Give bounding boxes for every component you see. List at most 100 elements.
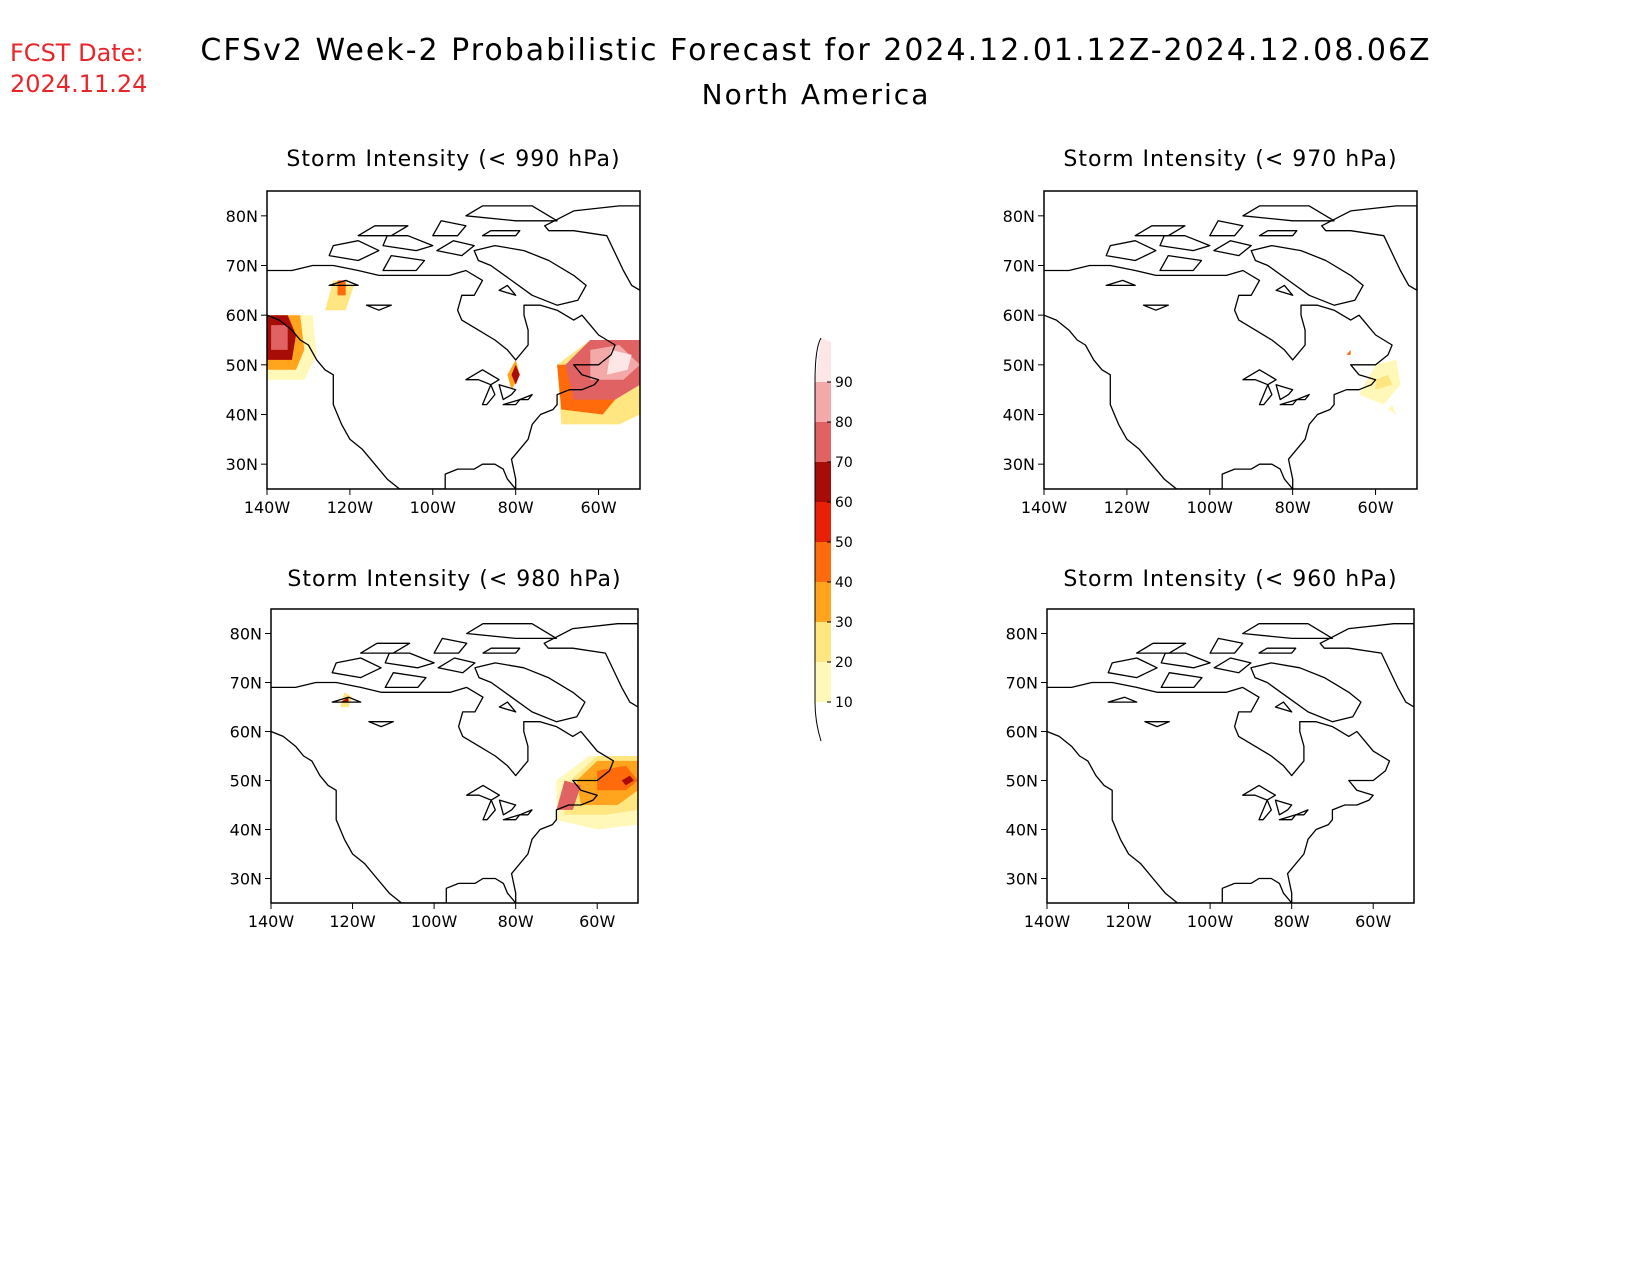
lat-tick-label: 40N — [1006, 821, 1038, 840]
lake-outline — [519, 809, 533, 816]
probability-region — [1388, 404, 1397, 415]
lake-outline — [1278, 814, 1297, 821]
lat-tick-label: 30N — [230, 870, 262, 889]
island-coast — [331, 657, 382, 679]
probability-region — [337, 280, 346, 296]
lake-outline — [328, 279, 359, 287]
lon-tick-label: 120W — [327, 498, 374, 517]
lake-outline — [502, 398, 521, 406]
lat-tick-label: 50N — [230, 772, 262, 791]
baffin-coast — [1250, 244, 1364, 306]
lat-tick-label: 80N — [1006, 625, 1038, 644]
lon-tick-label: 80W — [1274, 912, 1310, 931]
map-frame — [1046, 608, 1415, 904]
lake-outline — [1242, 369, 1277, 386]
lon-tick-label: 120W — [329, 912, 376, 931]
lake-outline — [365, 304, 392, 311]
lat-tick-label: 30N — [1006, 870, 1038, 889]
greenland-coast — [543, 623, 638, 708]
panel-title: Storm Intensity (< 970 hPa) — [1063, 147, 1397, 172]
island-coast — [433, 637, 468, 654]
island-coast — [1242, 623, 1334, 640]
island-coast — [1209, 220, 1244, 237]
lat-tick-label: 60N — [230, 723, 262, 742]
lat-tick-label: 30N — [226, 455, 258, 474]
lat-tick-label: 70N — [1003, 257, 1035, 276]
lake-outline — [1295, 809, 1309, 816]
lat-tick-label: 80N — [230, 625, 262, 644]
panel-title: Storm Intensity (< 990 hPa) — [286, 147, 620, 172]
legend-swatch — [815, 662, 831, 702]
island-coast — [432, 220, 467, 237]
legend-swatch — [815, 622, 831, 662]
lat-tick-label: 40N — [226, 406, 258, 425]
lake-outline — [1258, 384, 1273, 406]
legend-label: 20 — [835, 655, 853, 671]
lat-tick-label: 70N — [230, 674, 262, 693]
lat-tick-label: 50N — [1006, 772, 1038, 791]
island-coast — [1209, 637, 1244, 654]
lat-tick-label: 50N — [226, 356, 258, 375]
lon-tick-label: 60W — [1357, 498, 1393, 517]
island-coast — [466, 623, 558, 640]
probability-region — [340, 697, 349, 703]
panel-title: Storm Intensity (< 960 hPa) — [1063, 567, 1397, 592]
island-coast — [384, 672, 427, 689]
legend-swatch — [815, 542, 831, 582]
lake-outline — [466, 784, 501, 801]
island-coast — [382, 254, 426, 272]
legend-swatch — [815, 382, 831, 422]
fcst-date-value: 2024.11.24 — [10, 70, 147, 98]
lon-tick-label: 80W — [1275, 498, 1311, 517]
lon-tick-label: 60W — [579, 912, 615, 931]
panel-title: Storm Intensity (< 980 hPa) — [287, 567, 621, 592]
lon-tick-label: 100W — [1187, 912, 1234, 931]
lon-tick-label: 80W — [498, 912, 534, 931]
island-coast — [1213, 657, 1252, 674]
lake-outline — [1275, 384, 1294, 401]
greenland-coast — [1321, 205, 1417, 291]
lake-outline — [1274, 799, 1293, 816]
lon-tick-label: 100W — [1187, 498, 1234, 517]
legend-swatch — [815, 502, 831, 542]
island-coast — [481, 230, 521, 237]
legend-label: 30 — [835, 615, 853, 631]
figure-title: CFSv2 Week-2 Probabilistic Forecast for … — [200, 33, 1431, 68]
lon-tick-label: 60W — [1355, 912, 1391, 931]
legend-swatch — [815, 338, 831, 382]
island-coast — [1213, 240, 1252, 257]
lake-outline — [1144, 721, 1170, 728]
island-coast — [357, 225, 409, 237]
probability-region — [271, 325, 288, 350]
island-coast — [1159, 235, 1211, 252]
legend-label: 90 — [835, 375, 853, 391]
legend-label: 60 — [835, 495, 853, 511]
island-coast — [1159, 254, 1203, 272]
island-coast — [482, 647, 521, 654]
lat-tick-label: 30N — [1003, 455, 1035, 474]
legend-swatch — [815, 462, 831, 502]
greenland-coast — [544, 205, 640, 291]
island-coast — [1136, 642, 1187, 654]
island-coast — [465, 205, 558, 222]
lake-outline — [368, 721, 394, 728]
lat-tick-label: 80N — [1003, 207, 1035, 226]
island-coast — [1242, 205, 1335, 222]
lake-outline — [481, 384, 496, 406]
coastline — [267, 264, 616, 489]
island-coast — [1160, 652, 1211, 669]
lake-outline — [1105, 279, 1136, 287]
baffin-coast — [474, 662, 586, 723]
lon-tick-label: 100W — [410, 498, 457, 517]
lake-outline — [519, 393, 533, 401]
probability-region — [511, 364, 520, 385]
lake-outline — [498, 799, 517, 816]
lake-outline — [1142, 304, 1169, 311]
island-coast — [1160, 672, 1203, 689]
baffin-coast — [473, 244, 587, 306]
map-panel-970hpa: Storm Intensity (< 970 hPa) 80N 70N 60N 50N 4… — [1003, 147, 1418, 517]
lon-tick-label: 100W — [411, 912, 458, 931]
lat-tick-label: 60N — [1003, 306, 1035, 325]
island-coast — [437, 657, 476, 674]
